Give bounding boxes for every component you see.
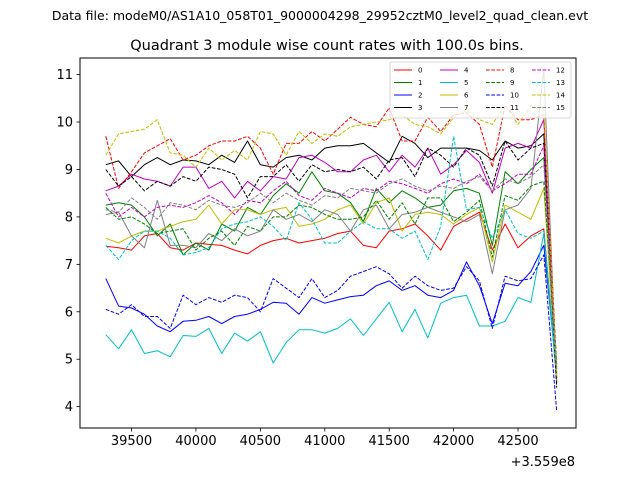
series-line-6 [105, 187, 558, 379]
x-tick-label: 41000 [304, 434, 345, 449]
legend-label-11: 11 [510, 104, 519, 112]
y-tick-label: 6 [65, 305, 73, 320]
legend-label-14: 14 [556, 92, 565, 100]
y-tick-label: 4 [65, 400, 73, 415]
y-tick-label: 10 [56, 116, 73, 131]
y-tick-label: 8 [65, 210, 73, 225]
x-tick-label: 39500 [111, 434, 152, 449]
legend-label-0: 0 [418, 67, 422, 75]
legend-frame [389, 61, 572, 119]
x-axis: 39500 40000 40500 41000 41500 42000 42500 [111, 428, 539, 449]
series-line-13 [105, 135, 558, 369]
y-tick-label: 9 [65, 163, 73, 178]
chart-title: Quadrant 3 module wise count rates with … [130, 38, 524, 54]
series-line-7 [105, 69, 558, 386]
legend-label-6: 6 [464, 92, 469, 100]
legend-label-5: 5 [464, 79, 468, 87]
series-line-14 [105, 104, 558, 376]
series-line-5 [105, 233, 558, 381]
chart-supertitle: Data file: modeM0/AS1A10_058T01_90000042… [52, 8, 588, 23]
x-offset-label: +3.559e8 [511, 455, 575, 470]
legend-label-10: 10 [510, 92, 519, 100]
legend-label-4: 4 [464, 67, 469, 75]
legend-label-9: 9 [510, 79, 514, 87]
y-tick-label: 5 [65, 353, 73, 368]
series-line-3 [105, 133, 558, 383]
legend-label-2: 2 [418, 92, 422, 100]
legend-label-13: 13 [556, 79, 565, 87]
series-line-1 [105, 157, 558, 369]
x-tick-label: 41500 [369, 434, 410, 449]
series-line-10 [105, 254, 558, 412]
legend-label-1: 1 [418, 79, 422, 87]
series-line-9 [105, 180, 558, 365]
plot-frame [79, 57, 577, 429]
y-axis: 4 5 6 7 8 9 10 11 [56, 68, 80, 415]
legend-label-3: 3 [418, 104, 422, 112]
y-tick-label: 11 [56, 68, 73, 83]
legend-label-7: 7 [464, 104, 468, 112]
x-tick-label: 40000 [175, 434, 216, 449]
x-tick-label: 40500 [240, 434, 281, 449]
series-line-4 [105, 119, 558, 379]
legend-label-15: 15 [556, 104, 565, 112]
x-tick-label: 42000 [433, 434, 474, 449]
series-line-15 [105, 164, 558, 372]
legend-label-8: 8 [510, 67, 514, 75]
series-layer [105, 69, 558, 412]
series-line-2 [105, 244, 558, 374]
x-tick-label: 42500 [497, 434, 538, 449]
series-line-12 [105, 145, 558, 374]
y-tick-label: 7 [65, 258, 73, 273]
legend-label-12: 12 [556, 67, 565, 75]
